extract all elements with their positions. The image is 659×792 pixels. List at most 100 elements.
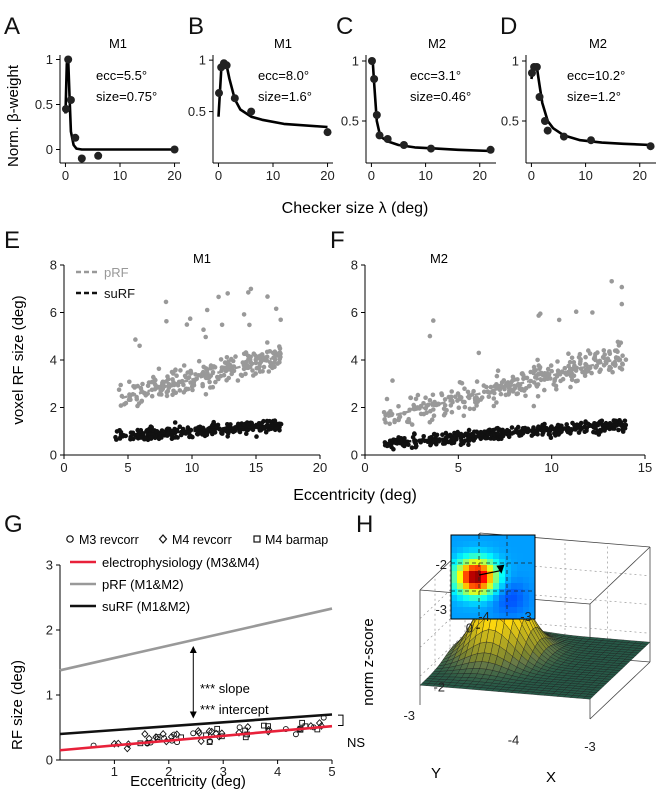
data-point xyxy=(535,93,544,101)
prf-point xyxy=(177,388,183,393)
heatmap-cell xyxy=(463,541,470,548)
prf-point xyxy=(439,392,445,398)
z-tick-label: 0 xyxy=(466,621,473,636)
heatmap-cell xyxy=(451,577,458,584)
prf-point xyxy=(486,394,492,400)
prf-point xyxy=(145,383,151,389)
heatmap-cell xyxy=(463,547,470,554)
prf-point xyxy=(577,361,583,367)
surf-point xyxy=(482,429,487,435)
x-tick-label: 10 xyxy=(113,168,127,183)
surf-point xyxy=(211,419,216,425)
heatmap-cell xyxy=(475,535,482,542)
surf-point xyxy=(391,446,396,452)
plot-f: 0 5 10 15 0 2 4 6 8 xyxy=(351,258,652,476)
prf-point xyxy=(413,396,419,402)
data-point xyxy=(247,107,256,116)
heatmap-cell xyxy=(493,613,500,620)
panel-title: M1 xyxy=(274,36,292,51)
surf-point xyxy=(553,433,558,438)
heatmap-cell xyxy=(529,541,536,548)
row2-y-axis-label: voxel RF size (deg) xyxy=(10,295,27,424)
prf-point xyxy=(235,378,241,383)
heatmap-cell xyxy=(457,535,464,542)
prf-point xyxy=(134,394,139,400)
prf-point xyxy=(139,398,145,404)
heatmap-cell xyxy=(493,601,500,608)
heatmap-cell xyxy=(487,553,494,560)
prf-point xyxy=(388,409,393,414)
prf-point xyxy=(189,384,195,389)
prf-point xyxy=(186,375,191,381)
heatmap-cell xyxy=(475,583,482,590)
x-tick-label: 20 xyxy=(320,168,334,183)
heatmap-cell xyxy=(499,553,506,560)
heatmap-cell xyxy=(451,565,458,572)
data-point xyxy=(559,132,568,141)
heatmap-cell xyxy=(469,535,476,542)
surf-point xyxy=(278,421,284,427)
prf-point xyxy=(196,358,202,364)
annotation-size: size=1.2° xyxy=(567,89,621,104)
surf-point xyxy=(466,442,471,448)
prf-point xyxy=(494,400,499,405)
prf-point xyxy=(215,374,220,380)
prf-point xyxy=(465,389,471,395)
prf-point xyxy=(619,301,625,307)
prf-point xyxy=(607,349,612,354)
prf-point xyxy=(181,382,186,388)
heatmap-cell xyxy=(487,559,494,566)
prf-point xyxy=(528,369,533,375)
heatmap-cell xyxy=(511,553,518,560)
prf-point xyxy=(456,405,462,411)
legend-marker-diamond xyxy=(158,534,168,544)
y-tick-label: 0.5 xyxy=(188,104,206,119)
inset-y-tick-label: -2 xyxy=(435,557,447,572)
prf-point xyxy=(495,368,501,374)
heatmap-cell xyxy=(529,607,536,614)
prf-point xyxy=(408,395,413,401)
prf-point xyxy=(590,310,595,315)
data-point xyxy=(170,145,179,154)
inset-x-tick-label: -4 xyxy=(478,609,490,624)
heatmap-cell xyxy=(523,589,530,596)
heatmap-cell xyxy=(451,559,458,566)
data-point xyxy=(215,89,223,98)
surf-point xyxy=(156,436,162,442)
unit-marker-diamond xyxy=(173,730,181,739)
panel-letter: D xyxy=(500,13,517,40)
heatmap-cell xyxy=(469,583,476,590)
prf-point xyxy=(218,357,224,362)
x-tick-label: 5 xyxy=(455,460,462,475)
heatmap-cell xyxy=(493,541,500,548)
prf-point xyxy=(533,368,538,373)
surf-point xyxy=(143,435,148,441)
data-point xyxy=(543,126,552,135)
row1-x-axis-label: Checker size λ (deg) xyxy=(282,200,429,217)
unit-marker-square xyxy=(242,734,249,741)
heatmap-cell xyxy=(493,589,500,596)
y-tick-label: 8 xyxy=(50,258,57,273)
prf-point xyxy=(583,370,588,375)
heatmap-cell xyxy=(505,595,512,602)
legend-label-electrophysiology: electrophysiology (M3&M4) xyxy=(102,555,260,570)
x-tick-label: 10 xyxy=(266,168,280,183)
prf-point xyxy=(566,351,571,357)
surf-point xyxy=(491,436,497,441)
heatmap-cell xyxy=(511,541,518,548)
prf-point xyxy=(267,360,273,365)
surf-point xyxy=(440,432,445,438)
unit-marker-square xyxy=(299,719,305,726)
prf-point xyxy=(127,379,132,385)
panel-title: M2 xyxy=(430,251,448,266)
heatmap-cell xyxy=(505,559,512,566)
prf-point xyxy=(164,393,170,399)
surf-point xyxy=(412,431,417,436)
surf-point xyxy=(131,436,136,442)
prf-point xyxy=(488,384,494,390)
legend-label-m4-barmap: M4 barmap xyxy=(265,533,328,547)
legend-label-surf: suRF (M1&M2) xyxy=(102,599,190,614)
heatmap-cell xyxy=(457,607,464,614)
prf-point xyxy=(219,322,225,328)
y-tick-label: 6 xyxy=(351,305,358,320)
